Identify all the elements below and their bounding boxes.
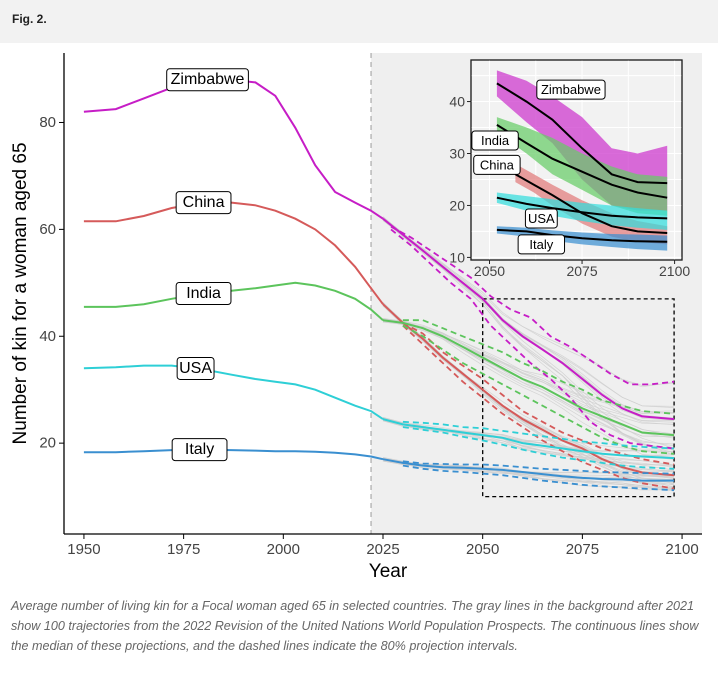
inset-usa-median: [496, 196, 668, 220]
zimbabwe-label-text: Zimbabwe: [171, 71, 245, 88]
trajectory-line: [382, 418, 675, 450]
inset-usa-label-text: USA: [528, 211, 555, 226]
trajectory-line: [382, 321, 675, 425]
y-axis-title: Number of kin for a woman aged 65: [10, 142, 31, 444]
zimbabwe-history-line: [83, 78, 384, 220]
figure-caption: Average number of living kin for a Focal…: [11, 599, 699, 653]
usa-upper-interval: [402, 420, 675, 450]
figure-label: Fig. 2.: [12, 12, 47, 26]
inset-border: [470, 59, 683, 261]
trajectory-line: [382, 417, 675, 452]
italy-history-line: [83, 448, 384, 461]
x-tick-label: 1975: [167, 541, 200, 558]
trajectory-line: [382, 419, 675, 466]
inset-india-label: [471, 130, 519, 151]
usa-median-line: [382, 418, 675, 460]
usa-history-line: [83, 364, 384, 420]
y-tick-label: 80: [39, 114, 56, 131]
china-upper-interval: [402, 322, 675, 466]
italy-label-text: Italy: [185, 441, 214, 458]
zimbabwe-lower-interval: [390, 228, 675, 450]
italy-upper-interval: [402, 460, 675, 475]
inset-india-band: [496, 117, 668, 216]
trajectory-line: [382, 321, 675, 419]
inset-italy-label-text: Italy: [529, 237, 553, 252]
italy-lower-interval: [402, 464, 675, 492]
x-tick-label: 2000: [267, 541, 300, 558]
zimbabwe-upper-interval: [390, 225, 675, 386]
inset-y-tick-label: 20: [449, 197, 465, 213]
inset-zimbabwe-label: [536, 79, 606, 100]
italy-median-line: [382, 458, 675, 482]
x-tick-label: 2050: [466, 541, 499, 558]
inset-x-tick-label: 2100: [659, 263, 690, 279]
x-tick-label: 2100: [665, 541, 698, 558]
india-lower-interval: [402, 324, 675, 455]
trajectory-line: [382, 218, 675, 437]
china-label: [175, 191, 232, 215]
usa-lower-interval: [402, 426, 675, 470]
inset-zimbabwe-median: [496, 82, 668, 185]
india-label: [175, 282, 232, 305]
chart-container: 1950 1975 2000 2025 2050 2075 2100 20 40 60 80 Year…: [0, 43, 718, 588]
inset-x-tick-label: 2050: [474, 263, 505, 279]
y-tick-label: 20: [39, 435, 56, 452]
china-lower-interval: [402, 324, 675, 490]
china-label-text: China: [183, 194, 225, 211]
inset-india-label-text: India: [481, 133, 510, 148]
inset-india-median: [496, 124, 668, 199]
india-history-line: [83, 281, 384, 321]
inset-italy-median: [496, 228, 668, 243]
inset-y-tick-label: 40: [449, 94, 465, 110]
x-tick-label: 2075: [566, 541, 599, 558]
inset-y-tick-label: 10: [449, 249, 465, 265]
kin-chart: 1950 1975 2000 2025 2050 2075 2100 20 40 60 80 Year…: [10, 53, 702, 582]
inset-usa-label: [524, 208, 558, 229]
trajectory-line: [382, 305, 675, 484]
series-labels: Zimbabwe China India USA Italy: [166, 68, 249, 462]
inset-china-label: [473, 154, 521, 175]
y-tick-label: 40: [39, 328, 56, 345]
x-tick-label: 1950: [67, 541, 100, 558]
usa-label-text: USA: [179, 360, 212, 377]
china-history-line: [83, 201, 384, 305]
x-tick-label: 2025: [366, 541, 399, 558]
inset-zimbabwe-label-text: Zimbabwe: [541, 82, 601, 97]
zimbabwe-label: [166, 68, 249, 92]
inset-china-label-text: China: [480, 157, 515, 172]
usa-label: [176, 356, 215, 380]
inset-y-tick-label: 30: [449, 146, 465, 162]
inset-series-labels: Zimbabwe India China USA Italy: [471, 79, 606, 255]
zoom-box: [482, 298, 675, 498]
india-label-text: India: [186, 285, 221, 302]
figure-header: Fig. 2.: [0, 0, 718, 43]
inset-italy-label: [517, 234, 566, 255]
italy-label: [171, 438, 228, 462]
india-median-line: [382, 319, 675, 437]
india-upper-interval: [402, 319, 675, 415]
x-axis-title: Year: [369, 561, 408, 582]
y-tick-label: 60: [39, 221, 56, 238]
inset-x-tick-label: 2075: [566, 263, 597, 279]
china-median-line: [382, 303, 675, 477]
